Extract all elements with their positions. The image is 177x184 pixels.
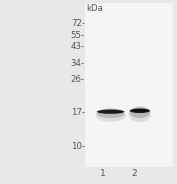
Text: 72-: 72- bbox=[71, 19, 85, 27]
Ellipse shape bbox=[130, 109, 150, 113]
Text: kDa: kDa bbox=[87, 4, 104, 13]
Text: 26-: 26- bbox=[71, 75, 85, 84]
Ellipse shape bbox=[96, 108, 126, 122]
Text: 1: 1 bbox=[100, 169, 105, 178]
Text: 43-: 43- bbox=[71, 43, 85, 51]
FancyBboxPatch shape bbox=[85, 3, 173, 167]
Text: 2: 2 bbox=[132, 169, 137, 178]
Ellipse shape bbox=[129, 106, 151, 122]
Ellipse shape bbox=[97, 109, 124, 118]
Text: 17-: 17- bbox=[71, 108, 85, 117]
Ellipse shape bbox=[130, 107, 150, 118]
Text: 34-: 34- bbox=[71, 59, 85, 68]
Ellipse shape bbox=[97, 109, 124, 114]
Text: 10-: 10- bbox=[71, 142, 85, 151]
Text: 55-: 55- bbox=[71, 31, 85, 40]
